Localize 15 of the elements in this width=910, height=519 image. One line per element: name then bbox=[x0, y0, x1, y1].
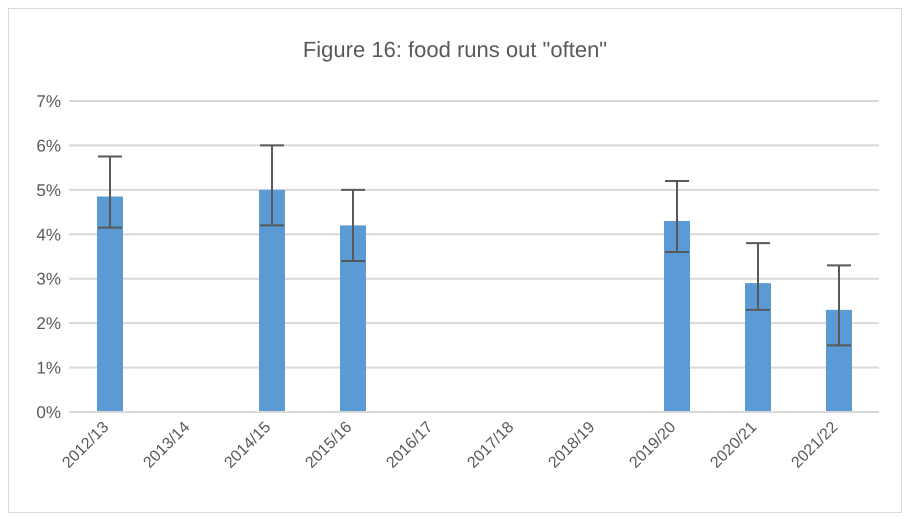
y-tick-label: 6% bbox=[36, 136, 61, 156]
y-tick-label: 7% bbox=[36, 92, 61, 112]
y-tick-label: 3% bbox=[36, 270, 61, 289]
y-tick-label: 5% bbox=[36, 180, 61, 200]
chart-title: Figure 16: food runs out "often" bbox=[302, 37, 608, 63]
bar bbox=[340, 225, 366, 412]
bar bbox=[259, 190, 285, 412]
bar bbox=[97, 196, 123, 412]
y-tick-label: 2% bbox=[36, 314, 61, 334]
y-tick-label: 0% bbox=[36, 403, 61, 422]
y-tick-label: 1% bbox=[36, 358, 61, 378]
bar bbox=[664, 220, 690, 412]
y-tick-label: 4% bbox=[36, 225, 61, 244]
bar bbox=[745, 283, 771, 412]
bar bbox=[826, 310, 852, 412]
